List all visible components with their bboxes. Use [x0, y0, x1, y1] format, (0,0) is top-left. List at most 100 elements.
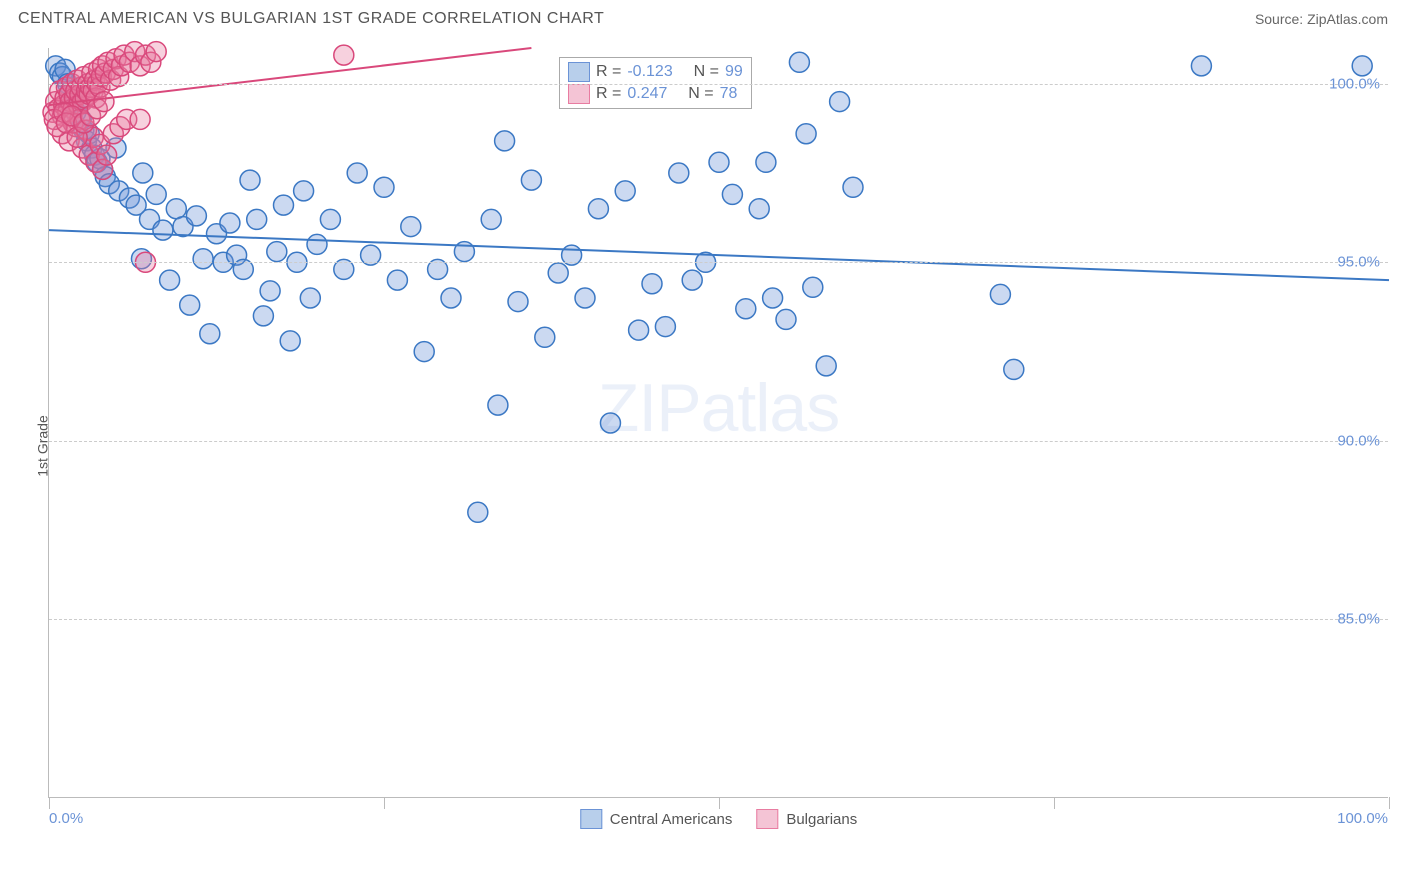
marker-central_americans	[247, 209, 267, 229]
marker-central_americans	[709, 152, 729, 172]
marker-central_americans	[200, 324, 220, 344]
marker-central_americans	[548, 263, 568, 283]
legend-item-bulgarians: Bulgarians	[756, 809, 857, 829]
marker-bulgarians	[130, 109, 150, 129]
marker-central_americans	[575, 288, 595, 308]
y-tick-label: 100.0%	[1329, 75, 1380, 92]
marker-bulgarians	[334, 45, 354, 65]
chart-title: CENTRAL AMERICAN VS BULGARIAN 1ST GRADE …	[18, 10, 604, 28]
marker-central_americans	[274, 195, 294, 215]
legend-bottom: Central Americans Bulgarians	[580, 809, 857, 829]
marker-central_americans	[736, 299, 756, 319]
marker-central_americans	[495, 131, 515, 151]
marker-central_americans	[374, 177, 394, 197]
x-tick	[384, 797, 385, 809]
marker-central_americans	[588, 199, 608, 219]
marker-central_americans	[629, 320, 649, 340]
marker-central_americans	[193, 249, 213, 269]
marker-central_americans	[320, 209, 340, 229]
marker-central_americans	[186, 206, 206, 226]
marker-central_americans	[481, 209, 501, 229]
marker-central_americans	[756, 152, 776, 172]
marker-central_americans	[160, 270, 180, 290]
r-label: R =	[596, 85, 621, 103]
plot-area: ZIPatlas R = -0.123 N = 99 R = 0.247 N =…	[48, 48, 1388, 798]
marker-central_americans	[521, 170, 541, 190]
n-value-1: 99	[725, 63, 743, 81]
n-value-2: 78	[720, 85, 738, 103]
r-value-2: 0.247	[627, 85, 667, 103]
marker-central_americans	[749, 199, 769, 219]
gridline	[49, 619, 1388, 620]
legend-stats-row-1: R = -0.123 N = 99	[568, 62, 743, 82]
marker-central_americans	[253, 306, 273, 326]
y-tick-label: 95.0%	[1337, 254, 1380, 271]
chart-container: ZIPatlas R = -0.123 N = 99 R = 0.247 N =…	[48, 48, 1388, 828]
marker-central_americans	[307, 234, 327, 254]
marker-central_americans	[763, 288, 783, 308]
legend-label-2: Bulgarians	[786, 811, 857, 828]
swatch-central-americans-icon	[580, 809, 602, 829]
marker-central_americans	[401, 217, 421, 237]
marker-central_americans	[441, 288, 461, 308]
chart-source: Source: ZipAtlas.com	[1255, 11, 1388, 27]
marker-central_americans	[153, 220, 173, 240]
marker-central_americans	[240, 170, 260, 190]
marker-central_americans	[300, 288, 320, 308]
marker-central_americans	[615, 181, 635, 201]
swatch-bulgarians-icon	[756, 809, 778, 829]
marker-central_americans	[347, 163, 367, 183]
marker-central_americans	[1004, 359, 1024, 379]
marker-central_americans	[776, 309, 796, 329]
r-value-1: -0.123	[627, 63, 672, 81]
marker-central_americans	[816, 356, 836, 376]
marker-central_americans	[488, 395, 508, 415]
marker-central_americans	[1352, 56, 1372, 76]
marker-central_americans	[669, 163, 689, 183]
gridline	[49, 262, 1388, 263]
marker-central_americans	[508, 292, 528, 312]
legend-item-central-americans: Central Americans	[580, 809, 733, 829]
n-label: N =	[688, 85, 713, 103]
swatch-bulgarians	[568, 84, 590, 104]
marker-central_americans	[1191, 56, 1211, 76]
r-label: R =	[596, 63, 621, 81]
marker-bulgarians	[97, 145, 117, 165]
y-tick-label: 85.0%	[1337, 611, 1380, 628]
x-axis-max-label: 100.0%	[1337, 810, 1388, 827]
x-axis-min-label: 0.0%	[49, 810, 83, 827]
marker-central_americans	[387, 270, 407, 290]
marker-central_americans	[133, 163, 153, 183]
marker-central_americans	[642, 274, 662, 294]
marker-central_americans	[468, 502, 488, 522]
marker-central_americans	[180, 295, 200, 315]
swatch-central-americans	[568, 62, 590, 82]
n-label: N =	[694, 63, 719, 81]
x-tick	[1389, 797, 1390, 809]
marker-central_americans	[803, 277, 823, 297]
marker-bulgarians	[94, 92, 114, 112]
gridline	[49, 441, 1388, 442]
marker-central_americans	[294, 181, 314, 201]
legend-label-1: Central Americans	[610, 811, 733, 828]
gridline	[49, 84, 1388, 85]
y-tick-label: 90.0%	[1337, 432, 1380, 449]
marker-central_americans	[990, 284, 1010, 304]
marker-bulgarians	[146, 42, 166, 62]
marker-central_americans	[655, 317, 675, 337]
scatter-svg	[49, 48, 1388, 797]
marker-central_americans	[789, 52, 809, 72]
marker-central_americans	[600, 413, 620, 433]
marker-central_americans	[682, 270, 702, 290]
marker-central_americans	[535, 327, 555, 347]
x-tick	[719, 797, 720, 809]
marker-central_americans	[280, 331, 300, 351]
marker-central_americans	[260, 281, 280, 301]
marker-central_americans	[267, 242, 287, 262]
marker-central_americans	[722, 184, 742, 204]
marker-central_americans	[166, 199, 186, 219]
x-tick	[49, 797, 50, 809]
x-tick	[1054, 797, 1055, 809]
marker-central_americans	[796, 124, 816, 144]
marker-central_americans	[220, 213, 240, 233]
